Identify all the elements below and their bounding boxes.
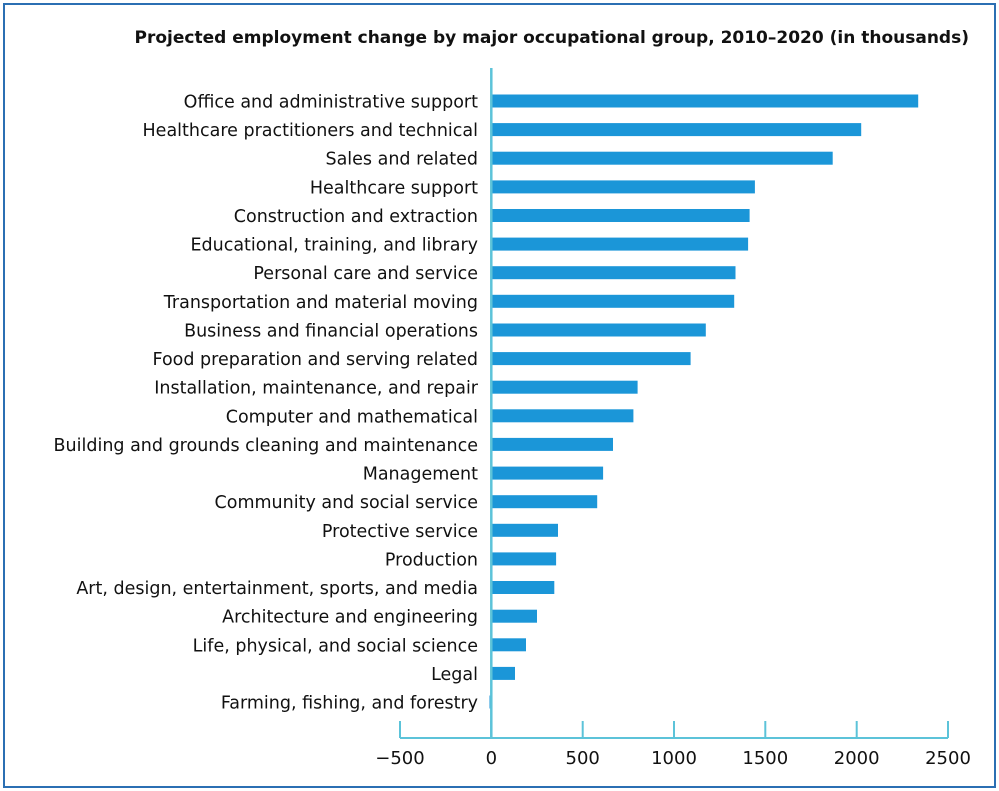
category-label: Healthcare practitioners and technical [143,121,478,141]
bar-12 [491,409,634,423]
category-label: Installation, maintenance, and repair [154,379,479,399]
bar-1 [491,94,919,108]
category-label: Sales and related [325,150,478,170]
x-tick-label: 2000 [834,748,880,769]
x-tick-label: 2500 [925,748,971,769]
x-tick-label: 500 [566,748,600,769]
category-label: Protective service [322,522,478,542]
bar-14 [491,466,604,480]
x-tick-label: −500 [375,748,424,769]
bar-17 [491,552,557,566]
category-labels: Office and administrative support Healthc… [54,93,479,714]
bars-layer [489,94,919,709]
category-label: Construction and extraction [234,207,478,227]
bar-16 [491,523,558,537]
bar-4 [491,180,755,194]
bar-8 [491,294,735,308]
category-label: Management [363,465,478,485]
category-label: Farming, fishing, and forestry [221,694,478,714]
category-label: Healthcare support [310,178,478,198]
category-label: Architecture and engineering [222,608,478,628]
category-label: Food preparation and serving related [153,350,479,370]
bar-11 [491,380,638,394]
category-label: Office and administrative support [184,93,478,113]
bar-20 [491,638,526,652]
category-label: Transportation and material moving [163,293,478,313]
x-tick-label: 0 [486,748,497,769]
bar-10 [491,352,691,366]
category-label: Community and social service [215,493,478,513]
category-label: Life, physical, and social science [193,636,478,656]
bar-9 [491,323,706,337]
category-label: Building and grounds cleaning and mainte… [54,436,478,456]
bar-6 [491,237,749,251]
bar-2 [491,123,862,137]
bar-15 [491,495,598,509]
x-tick-label: 1500 [742,748,788,769]
bar-19 [491,609,537,623]
axes: −500 0 500 1000 1500 2000 2500 [375,68,971,769]
bar-7 [491,266,736,280]
category-label: Personal care and service [253,264,478,284]
category-label: Educational, training, and library [190,236,478,256]
category-label: Art, design, entertainment, sports, and … [76,579,478,599]
category-label: Business and financial operations [184,322,478,342]
bar-5 [491,209,750,222]
category-label: Computer and mathematical [226,407,478,427]
bar-21 [491,666,515,680]
bar-13 [491,437,613,451]
bar-18 [491,581,555,594]
category-label: Production [385,550,478,570]
category-label: Legal [431,665,478,685]
bar-3 [491,151,833,165]
chart-title: Projected employment change by major occ… [134,28,969,48]
x-tick-label: 1000 [651,748,697,769]
